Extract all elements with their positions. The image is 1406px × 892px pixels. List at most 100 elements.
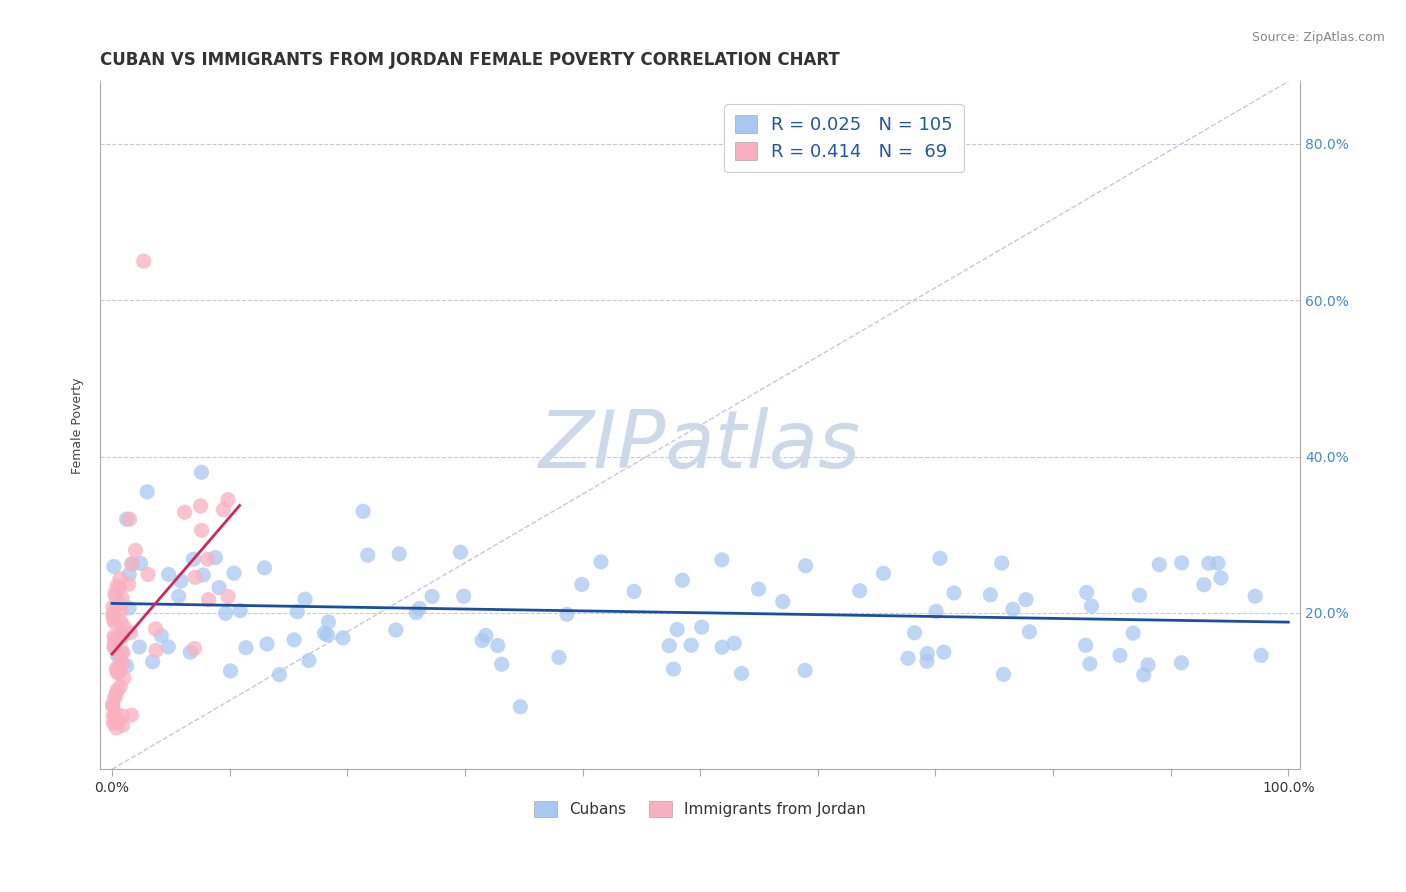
Point (115, 658, 138, 673)
Point (132, 254, 155, 268)
Point (103, 715, 125, 730)
Point (256, 637, 278, 651)
Point (101, 608, 124, 623)
Point (229, 604, 252, 618)
Point (105, 683, 128, 698)
Point (145, 643, 167, 657)
Point (214, 607, 236, 621)
Point (111, 718, 134, 732)
Point (121, 557, 143, 571)
Point (204, 550, 226, 565)
Point (352, 504, 374, 518)
Point (101, 599, 124, 614)
Point (121, 557, 143, 571)
Point (111, 657, 134, 671)
Point (548, 650, 571, 665)
Point (105, 662, 128, 676)
Text: Source: ZipAtlas.com: Source: ZipAtlas.com (1251, 31, 1385, 45)
Point (103, 709, 125, 723)
Point (179, 645, 201, 659)
Point (217, 590, 239, 604)
Point (1209, 571, 1232, 585)
Point (104, 706, 127, 721)
Point (925, 604, 948, 618)
Point (405, 606, 427, 620)
Point (103, 612, 125, 626)
Point (1074, 638, 1097, 652)
Point (1244, 589, 1267, 603)
Point (283, 632, 305, 647)
Point (486, 639, 509, 653)
Point (1250, 648, 1272, 663)
Point (111, 630, 134, 644)
Point (589, 555, 612, 569)
Point (1170, 656, 1192, 670)
Point (103, 637, 125, 651)
Point (314, 626, 336, 640)
Point (110, 680, 132, 694)
Point (105, 665, 128, 679)
Point (167, 589, 190, 603)
Point (666, 623, 689, 637)
Point (121, 708, 143, 723)
Point (932, 645, 955, 659)
Point (118, 512, 141, 526)
Point (1080, 599, 1102, 613)
Point (112, 619, 135, 633)
Point (1078, 657, 1101, 671)
Point (1076, 585, 1098, 599)
Point (115, 512, 138, 526)
Text: CUBAN VS IMMIGRANTS FROM JORDAN FEMALE POVERTY CORRELATION CHART: CUBAN VS IMMIGRANTS FROM JORDAN FEMALE P… (100, 51, 839, 69)
Point (723, 636, 745, 650)
Point (120, 625, 142, 640)
Point (269, 667, 291, 681)
Point (555, 607, 578, 622)
Point (285, 605, 308, 619)
Point (1018, 624, 1040, 639)
Point (848, 583, 870, 598)
Point (111, 591, 134, 606)
Point (794, 664, 817, 678)
Point (979, 588, 1001, 602)
Point (1128, 588, 1150, 602)
Point (101, 698, 124, 712)
Point (103, 640, 125, 654)
Point (190, 524, 212, 538)
Point (794, 558, 817, 573)
Point (101, 698, 124, 713)
Point (118, 567, 141, 582)
Point (993, 667, 1015, 681)
Point (190, 465, 212, 479)
Point (103, 715, 125, 730)
Point (903, 625, 925, 640)
Point (136, 567, 159, 582)
Point (711, 640, 734, 655)
Y-axis label: Female Poverty: Female Poverty (72, 377, 84, 474)
Point (253, 561, 276, 575)
Point (408, 601, 430, 615)
Point (170, 574, 193, 588)
Point (142, 655, 165, 669)
Point (897, 651, 920, 665)
Point (671, 573, 693, 587)
Point (107, 648, 129, 663)
Point (208, 581, 231, 595)
Point (103, 615, 125, 630)
Legend: Cubans, Immigrants from Jordan: Cubans, Immigrants from Jordan (529, 796, 872, 823)
Point (710, 553, 733, 567)
Point (197, 592, 219, 607)
Point (681, 638, 703, 652)
Point (129, 557, 152, 571)
Point (103, 559, 125, 574)
Point (1136, 657, 1159, 672)
Point (1198, 556, 1220, 570)
Point (124, 543, 146, 558)
Point (104, 587, 127, 601)
Point (222, 566, 245, 581)
Point (111, 646, 134, 660)
Point (690, 620, 713, 634)
Point (108, 572, 131, 586)
Point (385, 623, 408, 637)
Point (1149, 558, 1171, 572)
Point (388, 547, 411, 561)
